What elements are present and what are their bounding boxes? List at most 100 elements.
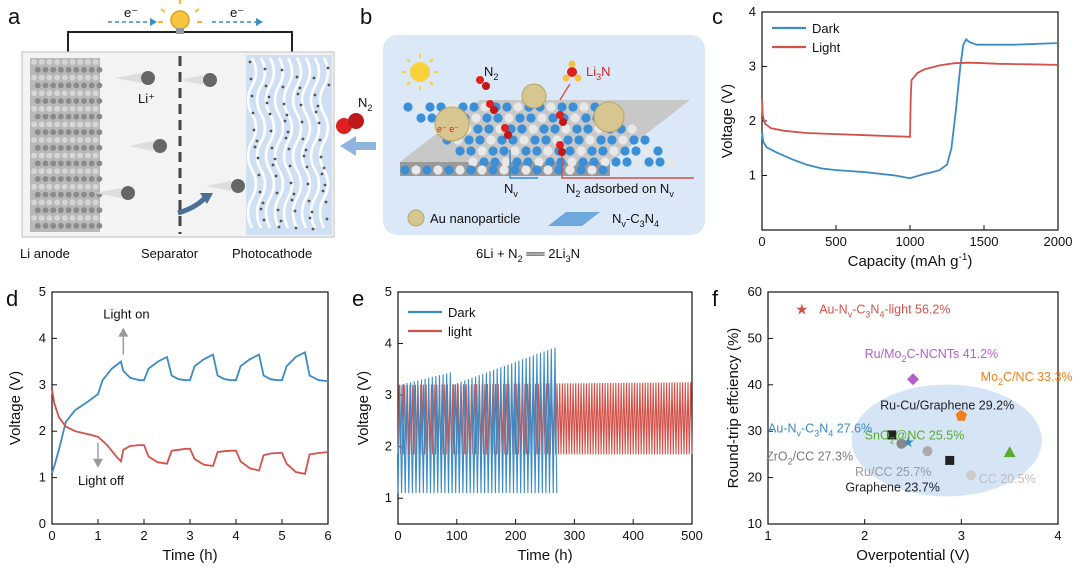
y-tick-label: 5 bbox=[385, 284, 392, 299]
anode-atom bbox=[61, 137, 68, 143]
arrow-head-icon bbox=[256, 18, 263, 26]
arrow-head-icon bbox=[200, 193, 213, 204]
lattice-atom bbox=[477, 165, 487, 175]
anode-atom bbox=[61, 105, 68, 112]
y-tick-label: 1 bbox=[385, 490, 392, 505]
x-tick-label: 0 bbox=[758, 234, 765, 249]
lattice-atom bbox=[479, 157, 489, 167]
point-label-part: Au-N bbox=[768, 421, 796, 435]
arrow-left-icon bbox=[340, 136, 376, 156]
anode-atom bbox=[88, 144, 95, 151]
lattice-atom bbox=[567, 157, 577, 167]
panel-letter-a: a bbox=[8, 4, 21, 29]
lattice-atom bbox=[486, 135, 496, 145]
point-label-part: 27.6% bbox=[833, 421, 872, 435]
point-label-8: Graphene 23.7% bbox=[845, 480, 940, 494]
point-label-part: v bbox=[796, 428, 801, 438]
lattice-atom bbox=[490, 157, 500, 167]
anode-atom bbox=[92, 90, 99, 97]
x-tick-label: 2 bbox=[140, 528, 147, 543]
anode-atom bbox=[77, 105, 84, 112]
cathode-particle bbox=[276, 208, 280, 212]
anode-atom bbox=[38, 59, 45, 65]
point-label-part: Ru-Cu/Graphene 29.2% bbox=[880, 399, 1014, 413]
cathode-particle bbox=[318, 138, 322, 142]
anode-atom bbox=[54, 105, 60, 112]
anode-atom bbox=[73, 98, 80, 104]
anode-atom bbox=[38, 199, 45, 206]
x-tick-label: 500 bbox=[681, 528, 703, 543]
anode-atom bbox=[81, 144, 87, 151]
sun-icon bbox=[402, 54, 438, 90]
cathode-particle bbox=[290, 198, 294, 202]
anode-atom bbox=[85, 199, 91, 206]
legend-label-dark: Dark bbox=[448, 305, 476, 320]
cathode-particle bbox=[286, 130, 290, 134]
anode-atom bbox=[65, 82, 72, 89]
lattice-atom bbox=[471, 113, 481, 123]
anode-atom bbox=[54, 74, 60, 81]
anode-atom bbox=[92, 59, 99, 65]
cathode-particle bbox=[313, 93, 317, 97]
cathode-particle bbox=[249, 77, 253, 81]
anode-atom bbox=[42, 144, 49, 151]
anode-atom bbox=[88, 222, 95, 229]
anode-atom bbox=[69, 74, 76, 81]
x-tick-label: 2000 bbox=[1044, 234, 1073, 249]
adsorbed-label: N2 adsorbed on Nv bbox=[566, 181, 674, 199]
lattice-atom bbox=[598, 146, 608, 156]
anode-atom bbox=[46, 215, 53, 221]
anode-atom bbox=[73, 207, 80, 214]
cathode-particle bbox=[293, 209, 297, 213]
lattice-atom bbox=[523, 157, 533, 167]
lattice-atom bbox=[497, 135, 507, 145]
anode-atom bbox=[34, 98, 41, 104]
anode-atom bbox=[96, 176, 103, 182]
cathode-particle bbox=[255, 139, 259, 143]
cathode-particle bbox=[279, 219, 283, 223]
anode-atom bbox=[85, 59, 91, 65]
anode-atom bbox=[77, 183, 84, 190]
series-line-dark bbox=[397, 347, 558, 494]
cathode-particle bbox=[305, 165, 309, 169]
anode-atom bbox=[31, 168, 37, 175]
anode-atom bbox=[38, 215, 45, 221]
chart-e: 0 100 200 300 400 500 1 2 3 4 5 Time (h) Voltage (V)… bbox=[352, 284, 703, 564]
anode-atom bbox=[77, 199, 84, 206]
anode-atom bbox=[92, 215, 99, 221]
lattice-atom bbox=[545, 157, 555, 167]
cathode-particle bbox=[325, 217, 329, 221]
anode-atom bbox=[77, 137, 84, 143]
lattice-atom bbox=[532, 165, 542, 175]
x-tick-label: 1 bbox=[764, 528, 771, 543]
cathode-fiber bbox=[318, 57, 330, 229]
anode-atom bbox=[96, 160, 103, 167]
anode-atom bbox=[92, 168, 99, 175]
lattice-atom bbox=[589, 157, 599, 167]
anode-atom bbox=[61, 152, 68, 159]
anode-atom bbox=[88, 113, 95, 120]
lattice-atom bbox=[488, 146, 498, 156]
point-label-part: -light 56.2% bbox=[884, 303, 950, 317]
lattice-atom bbox=[622, 157, 632, 167]
anode-atom bbox=[38, 183, 45, 190]
support-legend-icon bbox=[548, 212, 600, 226]
lattice-atom bbox=[469, 102, 479, 112]
cathode-particle bbox=[275, 191, 279, 195]
point-label-part: 2 bbox=[788, 457, 793, 467]
lattice-atom bbox=[512, 157, 522, 167]
point-label-part: 2 bbox=[998, 377, 1003, 387]
cathode-particle bbox=[268, 112, 272, 116]
reaction-equation: 6Li + N2 ══ 2Li3N bbox=[476, 246, 580, 264]
cathode-particle bbox=[304, 148, 308, 152]
cathode-particle bbox=[319, 155, 323, 159]
point-marker-3 bbox=[887, 430, 897, 440]
anode-atom bbox=[61, 199, 68, 206]
lattice-atom bbox=[666, 157, 676, 167]
lattice-atom bbox=[414, 102, 424, 112]
lattice-atom bbox=[565, 165, 575, 175]
y-tick-label: 5 bbox=[39, 284, 46, 299]
series-line-light bbox=[51, 389, 329, 475]
cathode-particle bbox=[312, 76, 316, 80]
anode-atom bbox=[42, 113, 49, 120]
